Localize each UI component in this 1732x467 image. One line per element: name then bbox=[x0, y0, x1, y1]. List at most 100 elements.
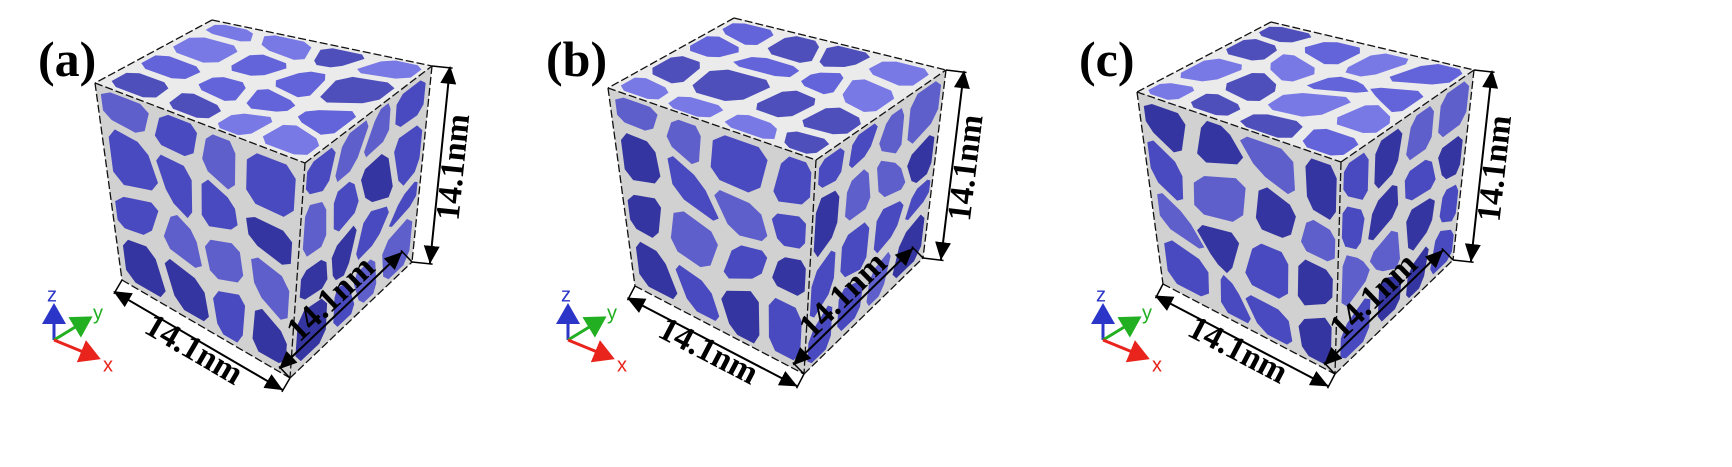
panel-label: (a) bbox=[38, 31, 97, 87]
grain bbox=[333, 181, 359, 232]
grain bbox=[1193, 175, 1246, 222]
y-axis-arrow bbox=[1102, 316, 1142, 342]
z-axis-label: z bbox=[561, 284, 571, 306]
grain bbox=[635, 241, 678, 300]
grain bbox=[690, 36, 739, 58]
grain bbox=[361, 153, 393, 203]
x-axis-arrow bbox=[567, 338, 615, 363]
x-axis-label: x bbox=[1152, 354, 1162, 376]
grain bbox=[111, 72, 169, 98]
x-axis-label: x bbox=[617, 354, 627, 376]
grain bbox=[1226, 39, 1277, 61]
grain bbox=[773, 156, 812, 205]
grain bbox=[1341, 206, 1365, 250]
grain bbox=[1404, 159, 1436, 201]
grain bbox=[756, 90, 816, 118]
grain bbox=[1190, 93, 1241, 116]
crystal-face bbox=[608, 18, 946, 160]
grain bbox=[394, 125, 423, 186]
grain bbox=[1239, 114, 1303, 138]
grain bbox=[1306, 76, 1369, 93]
grain bbox=[620, 77, 669, 100]
crystal-face bbox=[95, 20, 432, 163]
z-dimension-label: 14.1nm bbox=[1471, 113, 1520, 223]
grain bbox=[388, 181, 418, 227]
grain bbox=[261, 35, 312, 60]
grain bbox=[877, 160, 906, 198]
grain bbox=[1304, 42, 1360, 65]
grain bbox=[849, 123, 878, 169]
grain bbox=[818, 147, 845, 188]
grain bbox=[302, 201, 327, 257]
grain bbox=[771, 213, 807, 249]
grain bbox=[733, 57, 800, 78]
grain bbox=[615, 97, 658, 131]
grain bbox=[1343, 152, 1369, 200]
panel-label: (c) bbox=[1079, 31, 1135, 87]
axis-triad: z y x bbox=[1091, 284, 1162, 376]
grain bbox=[670, 211, 718, 268]
grain bbox=[1267, 92, 1351, 117]
grain bbox=[100, 92, 149, 133]
grain bbox=[819, 45, 871, 67]
x-axis-label: x bbox=[103, 354, 113, 376]
grain bbox=[108, 129, 159, 191]
grain bbox=[1368, 185, 1399, 241]
axis-triad: z y x bbox=[556, 284, 627, 376]
y-axis-label: y bbox=[607, 302, 617, 324]
grain bbox=[1370, 87, 1424, 113]
grain bbox=[1239, 136, 1295, 195]
z-axis-label: z bbox=[47, 284, 57, 306]
grain bbox=[201, 179, 238, 230]
axis-triad: z y x bbox=[42, 284, 113, 376]
grain bbox=[844, 169, 871, 221]
grain bbox=[1389, 64, 1463, 85]
x-axis-arrow bbox=[1102, 338, 1150, 363]
grain bbox=[1438, 81, 1470, 138]
grain bbox=[666, 119, 701, 165]
grain bbox=[202, 134, 236, 190]
grain bbox=[802, 107, 861, 135]
x-axis-arrow bbox=[53, 338, 101, 363]
y-axis-arrow bbox=[53, 316, 93, 342]
y-axis-arrow bbox=[567, 316, 607, 342]
y-axis-label: y bbox=[1142, 302, 1152, 324]
grain bbox=[1245, 243, 1289, 299]
grain bbox=[1270, 54, 1315, 82]
grain bbox=[692, 69, 771, 101]
grain bbox=[801, 72, 844, 95]
z-axis-label: z bbox=[1096, 284, 1106, 306]
z-dimension-label: 14.1nm bbox=[430, 112, 478, 222]
grain bbox=[246, 153, 296, 217]
grain bbox=[217, 113, 273, 136]
grain bbox=[1255, 187, 1296, 238]
grain bbox=[156, 154, 193, 219]
grain bbox=[356, 206, 389, 260]
grain bbox=[842, 79, 895, 113]
grain bbox=[1438, 135, 1463, 180]
grain bbox=[1406, 198, 1435, 251]
grain bbox=[907, 135, 935, 184]
grain bbox=[627, 194, 662, 238]
grain bbox=[714, 189, 768, 242]
grain bbox=[868, 61, 929, 86]
grain bbox=[1336, 105, 1391, 133]
grain bbox=[1147, 140, 1184, 201]
grain bbox=[1302, 128, 1359, 156]
grain bbox=[813, 190, 840, 258]
grain bbox=[204, 239, 244, 283]
grain bbox=[395, 80, 426, 128]
grain bbox=[169, 93, 222, 119]
grain bbox=[1157, 193, 1205, 249]
grain bbox=[205, 24, 254, 42]
grain bbox=[767, 36, 820, 63]
grain bbox=[1406, 106, 1434, 161]
grain bbox=[246, 89, 296, 112]
grain bbox=[357, 60, 422, 79]
grain bbox=[314, 48, 365, 68]
grain bbox=[1374, 128, 1403, 189]
grain bbox=[873, 201, 904, 254]
grain bbox=[163, 214, 202, 268]
grain bbox=[1180, 58, 1242, 82]
